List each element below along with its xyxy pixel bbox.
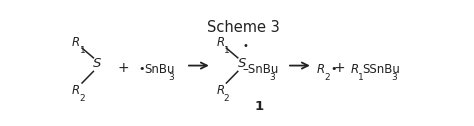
Text: 3: 3 (270, 73, 275, 82)
Text: R: R (217, 84, 225, 97)
Text: S: S (93, 57, 102, 70)
Text: R: R (317, 63, 325, 76)
Text: S: S (238, 57, 246, 70)
Text: R: R (351, 63, 359, 76)
Text: +: + (333, 60, 345, 74)
Text: R: R (72, 36, 80, 49)
Text: •: • (242, 41, 248, 51)
Text: –SnBu: –SnBu (242, 63, 279, 76)
Text: Scheme 3: Scheme 3 (207, 20, 279, 35)
Text: 2: 2 (325, 73, 330, 82)
Text: +: + (118, 60, 129, 74)
Text: SnBu: SnBu (144, 63, 174, 76)
Text: SSnBu: SSnBu (363, 63, 401, 76)
Text: 2: 2 (80, 94, 85, 103)
Text: 3: 3 (392, 73, 397, 82)
Text: 1: 1 (80, 45, 85, 55)
Text: 3: 3 (168, 73, 174, 82)
Text: R: R (217, 36, 225, 49)
Text: 1: 1 (254, 100, 263, 113)
Text: 2: 2 (224, 94, 229, 103)
Text: 1: 1 (224, 45, 229, 55)
Text: •: • (138, 65, 145, 74)
Text: R: R (72, 84, 80, 97)
Text: 1: 1 (358, 73, 364, 82)
Text: •: • (330, 65, 337, 74)
